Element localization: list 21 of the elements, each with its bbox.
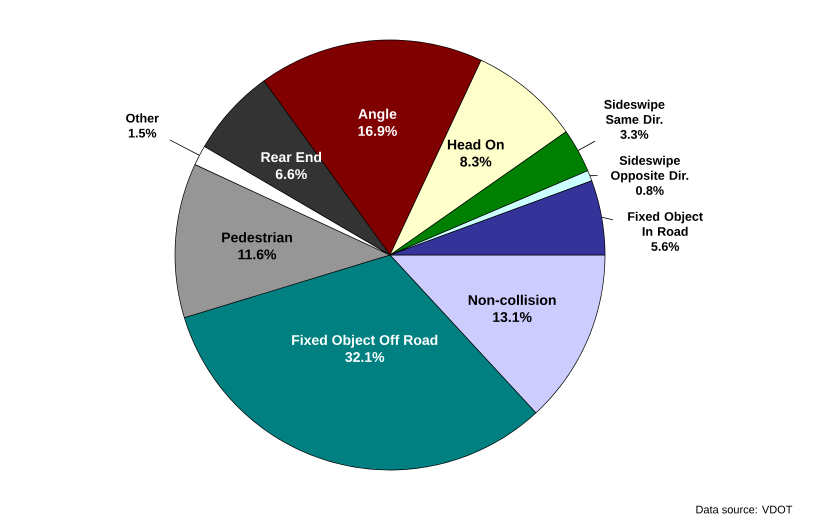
data-label: 13.1% xyxy=(493,312,532,322)
slice-label: Head On xyxy=(448,139,504,150)
slice-label: Rear End xyxy=(261,152,322,162)
slice-label: Sideswipe Same Dir. xyxy=(604,100,665,124)
slice-label: Non-collision xyxy=(468,294,556,306)
data-label: 8.3% xyxy=(460,156,492,167)
slice-label: Angle xyxy=(358,108,396,122)
data-label: 16.9% xyxy=(358,126,397,136)
data-label: 0.8% xyxy=(636,186,664,195)
slice-label: Sideswipe Opposite Dir. xyxy=(611,156,688,182)
source-note: Data source: VDOT xyxy=(696,506,792,514)
slice-label: Other xyxy=(126,113,159,123)
data-label: 5.6% xyxy=(651,242,680,251)
data-label: 11.6% xyxy=(238,249,276,260)
slice-label: Fixed Object Off Road xyxy=(292,334,438,348)
legend-label: Fixed Object In Road xyxy=(628,212,703,236)
data-label: 1.5% xyxy=(128,128,156,138)
data-label: 32.1% xyxy=(345,352,384,362)
slice-label: Pedestrian xyxy=(222,232,292,242)
data-label: 6.6% xyxy=(276,169,307,180)
data-label: 3.3% xyxy=(620,130,648,139)
